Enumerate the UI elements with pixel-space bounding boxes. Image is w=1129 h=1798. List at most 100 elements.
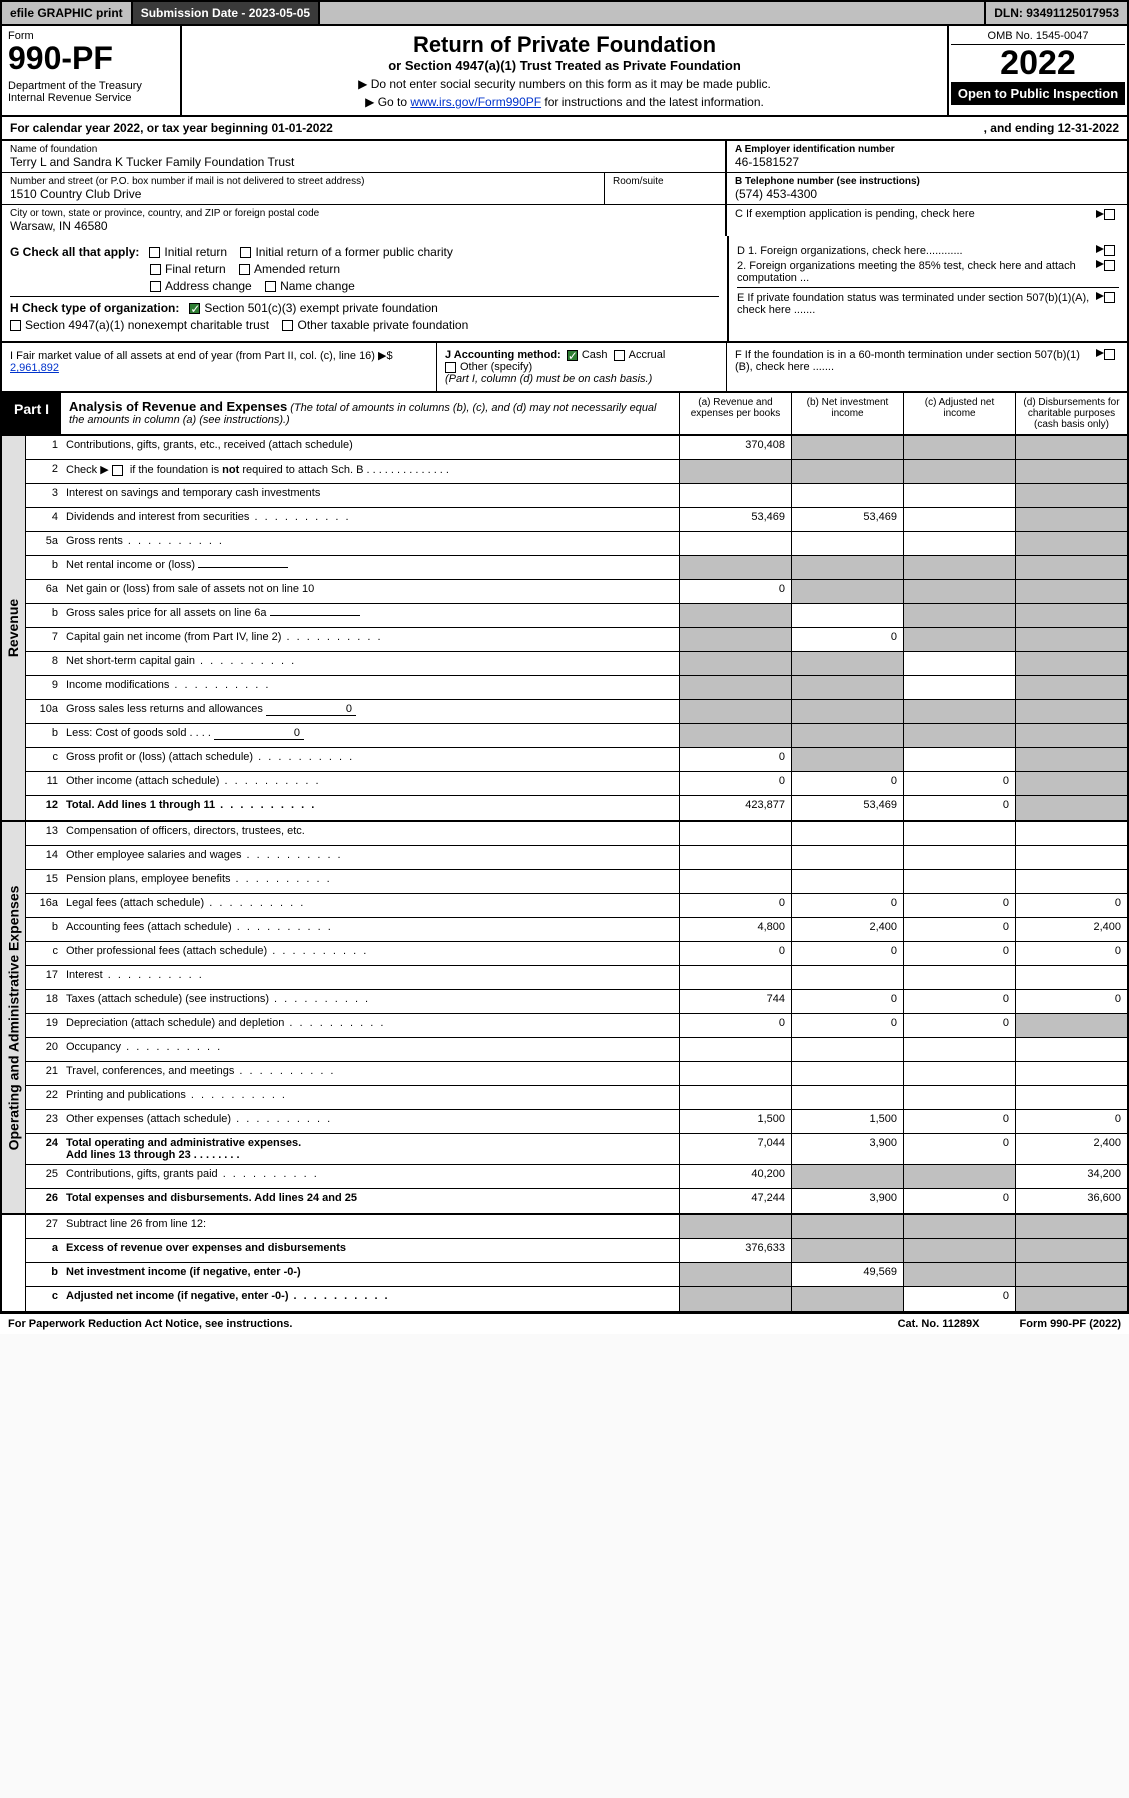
line-num: 25 xyxy=(26,1165,62,1188)
cell-c xyxy=(903,460,1015,483)
cell-d xyxy=(1015,652,1127,675)
cell-c xyxy=(903,748,1015,771)
cell-b xyxy=(791,1165,903,1188)
blank-sidelabel xyxy=(2,1215,26,1311)
cell-b: 3,900 xyxy=(791,1134,903,1164)
cell-b: 1,500 xyxy=(791,1110,903,1133)
cell-d xyxy=(1015,846,1127,869)
submission-date: Submission Date - 2023-05-05 xyxy=(133,2,320,24)
d2-checkbox[interactable] xyxy=(1104,260,1115,271)
cell-a: 0 xyxy=(679,942,791,965)
line-num: 26 xyxy=(26,1189,62,1213)
top-bar: efile GRAPHIC print Submission Date - 20… xyxy=(0,0,1129,26)
line-desc: Net rental income or (loss) xyxy=(62,556,679,579)
line-num: 4 xyxy=(26,508,62,531)
cell-c xyxy=(903,724,1015,747)
cell-c xyxy=(903,1239,1015,1262)
cell-a xyxy=(679,1086,791,1109)
g-amended-checkbox[interactable] xyxy=(239,264,250,275)
j-cash-checkbox[interactable] xyxy=(567,350,578,361)
line-desc: Accounting fees (attach schedule) xyxy=(62,918,679,941)
calendar-year-row: For calendar year 2022, or tax year begi… xyxy=(0,117,1129,141)
cell-b xyxy=(791,436,903,459)
line-num: b xyxy=(26,604,62,627)
cell-d xyxy=(1015,772,1127,795)
tax-year: 2022 xyxy=(951,45,1125,82)
cell-d: 34,200 xyxy=(1015,1165,1127,1188)
f-checkbox[interactable] xyxy=(1104,349,1115,360)
h2-checkbox[interactable] xyxy=(10,320,21,331)
cell-d xyxy=(1015,796,1127,820)
cell-d xyxy=(1015,484,1127,507)
line-num: 24 xyxy=(26,1134,62,1164)
part1-header: Part I Analysis of Revenue and Expenses … xyxy=(0,393,1129,436)
line-num: 21 xyxy=(26,1062,62,1085)
h3-checkbox[interactable] xyxy=(282,320,293,331)
g-initial-checkbox[interactable] xyxy=(149,247,160,258)
line-desc: Total expenses and disbursements. Add li… xyxy=(62,1189,679,1213)
cell-c xyxy=(903,484,1015,507)
cell-b: 0 xyxy=(791,942,903,965)
line-num: 12 xyxy=(26,796,62,820)
col-a-header: (a) Revenue and expenses per books xyxy=(679,393,791,434)
cell-a: 0 xyxy=(679,894,791,917)
col-c-header: (c) Adjusted net income xyxy=(903,393,1015,434)
cell-a xyxy=(679,870,791,893)
cell-c: 0 xyxy=(903,1110,1015,1133)
schb-checkbox[interactable] xyxy=(112,465,123,476)
cell-c xyxy=(903,966,1015,989)
cell-d xyxy=(1015,436,1127,459)
cell-b xyxy=(791,1086,903,1109)
cell-a: 0 xyxy=(679,580,791,603)
line-num: 27 xyxy=(26,1215,62,1238)
line-desc: Excess of revenue over expenses and disb… xyxy=(62,1239,679,1262)
d1-checkbox[interactable] xyxy=(1104,245,1115,256)
e-checkbox[interactable] xyxy=(1104,292,1115,303)
inline-input: 0 xyxy=(266,703,356,716)
line-num: a xyxy=(26,1239,62,1262)
j2-label: Accrual xyxy=(629,349,666,361)
j-label: J Accounting method: xyxy=(445,349,561,361)
cell-b xyxy=(791,532,903,555)
cell-d xyxy=(1015,1038,1127,1061)
cell-c: 0 xyxy=(903,990,1015,1013)
cell-b xyxy=(791,676,903,699)
cell-d xyxy=(1015,700,1127,723)
line-desc: Contributions, gifts, grants paid xyxy=(62,1165,679,1188)
cell-c: 0 xyxy=(903,772,1015,795)
h1-label: Section 501(c)(3) exempt private foundat… xyxy=(204,301,437,315)
cell-a xyxy=(679,460,791,483)
g6-label: Name change xyxy=(280,279,355,293)
revenue-table: Revenue 1Contributions, gifts, grants, e… xyxy=(0,436,1129,822)
cell-d xyxy=(1015,1263,1127,1286)
open-to-public: Open to Public Inspection xyxy=(951,82,1125,105)
g-address-checkbox[interactable] xyxy=(150,281,161,292)
cell-c xyxy=(903,628,1015,651)
cell-b xyxy=(791,484,903,507)
cell-c xyxy=(903,1062,1015,1085)
g-initial-former-checkbox[interactable] xyxy=(240,247,251,258)
cell-d: 0 xyxy=(1015,1110,1127,1133)
note2-pre: ▶ Go to xyxy=(365,95,410,109)
g-final-checkbox[interactable] xyxy=(150,264,161,275)
part1-title: Analysis of Revenue and Expenses xyxy=(69,399,287,414)
cell-d xyxy=(1015,1239,1127,1262)
j-accrual-checkbox[interactable] xyxy=(614,350,625,361)
j-other-checkbox[interactable] xyxy=(445,362,456,373)
line-num: 19 xyxy=(26,1014,62,1037)
cell-a xyxy=(679,676,791,699)
line-desc: Other employee salaries and wages xyxy=(62,846,679,869)
cell-a: 423,877 xyxy=(679,796,791,820)
line-desc: Other professional fees (attach schedule… xyxy=(62,942,679,965)
c-checkbox[interactable] xyxy=(1104,209,1115,220)
cell-a: 7,044 xyxy=(679,1134,791,1164)
g-name-checkbox[interactable] xyxy=(265,281,276,292)
cell-d: 36,600 xyxy=(1015,1189,1127,1213)
h1-checkbox[interactable] xyxy=(189,303,200,314)
arrow-icon xyxy=(1096,245,1104,253)
cell-d xyxy=(1015,966,1127,989)
i-value[interactable]: 2,961,892 xyxy=(10,362,59,374)
checks-block: G Check all that apply: Initial return I… xyxy=(0,236,1129,343)
line27-table: 27Subtract line 26 from line 12: aExcess… xyxy=(0,1215,1129,1313)
form990pf-link[interactable]: www.irs.gov/Form990PF xyxy=(410,95,541,109)
